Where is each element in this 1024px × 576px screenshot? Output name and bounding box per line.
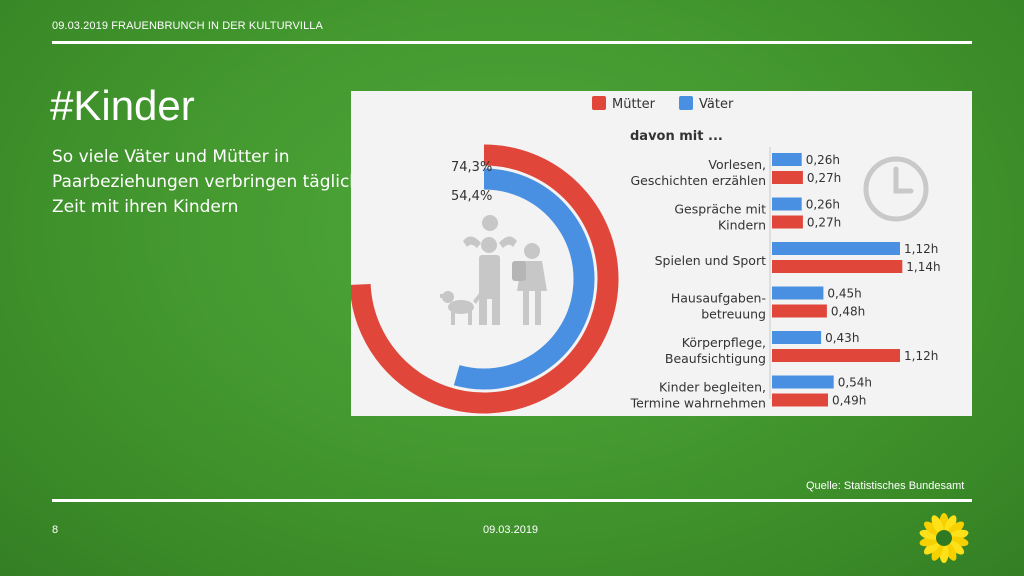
- bar-value-label: 1,12h: [904, 349, 938, 363]
- bar-mothers: [772, 304, 827, 318]
- bar-fathers: [772, 331, 822, 344]
- bar-mothers: [772, 171, 803, 184]
- bar-value-label: 0,43h: [825, 331, 859, 345]
- category-label: Kindern: [718, 218, 766, 233]
- bar-value-label: 1,14h: [906, 260, 940, 274]
- bar-value-label: 0,48h: [831, 305, 865, 319]
- header-divider: [52, 41, 972, 44]
- legend-swatch-fathers: [679, 96, 693, 110]
- infographic-panel: Mütter Väter davon mit ... 74,3% 54,4%: [351, 91, 972, 416]
- legend-swatch-mothers: [592, 96, 606, 110]
- bar-fathers: [772, 286, 824, 300]
- family-icon: [463, 215, 547, 325]
- category-label: betreuung: [701, 307, 766, 322]
- slide-subtitle: So viele Väter und Mütter in Paarbeziehu…: [52, 147, 361, 217]
- category-label: Kinder begleiten,: [659, 380, 766, 395]
- bar-value-label: 0,27h: [807, 171, 841, 185]
- slide-title: #Kinder: [50, 82, 195, 129]
- bar-value-label: 0,54h: [838, 376, 872, 390]
- bar-fathers: [772, 375, 834, 389]
- ring-chart: [351, 144, 619, 414]
- category-label: Gespräche mit: [674, 202, 766, 217]
- bar-value-label: 0,49h: [832, 394, 866, 408]
- category-label: Körperpflege,: [682, 335, 766, 350]
- ring-label-fathers: 54,4%: [451, 189, 492, 204]
- bar-mothers: [772, 215, 803, 229]
- category-label: Vorlesen,: [708, 157, 766, 172]
- category-label: Spielen und Sport: [655, 253, 767, 268]
- bar-value-label: 1,12h: [904, 242, 938, 256]
- bar-value-label: 0,26h: [806, 198, 840, 212]
- bar-value-label: 0,27h: [807, 216, 841, 230]
- ring-label-mothers: 74,3%: [451, 160, 492, 175]
- page-number: 8: [52, 524, 59, 536]
- legend-label-fathers: Väter: [699, 97, 734, 112]
- ring-arc-mothers: [351, 144, 619, 414]
- sunflower-logo-icon: [919, 513, 969, 563]
- bar-mothers: [772, 260, 903, 273]
- bar-fathers: [772, 197, 802, 211]
- footer-date: 09.03.2019: [483, 524, 539, 536]
- category-label: Beaufsichtigung: [665, 351, 766, 366]
- category-label: Geschichten erzählen: [631, 173, 767, 188]
- category-label: Termine wahrnehmen: [630, 396, 766, 411]
- footer-divider: [52, 499, 972, 502]
- bar-value-label: 0,45h: [827, 287, 861, 301]
- dog-icon: [440, 291, 483, 325]
- bar-mothers: [772, 349, 900, 362]
- bar-mothers: [772, 393, 828, 407]
- bar-fathers: [772, 153, 802, 166]
- bar-fathers: [772, 242, 900, 255]
- bar-chart-title: davon mit ...: [630, 129, 723, 144]
- bar-chart: Vorlesen,Geschichten erzählen 0,26h 0,27h G…: [630, 153, 941, 411]
- legend-label-mothers: Mütter: [612, 97, 656, 112]
- infographic-chart: Mütter Väter davon mit ... 74,3% 54,4%: [351, 96, 941, 414]
- clock-icon: [863, 156, 929, 222]
- bar-value-label: 0,26h: [806, 153, 840, 167]
- category-label: Hausaufgaben-: [671, 291, 766, 306]
- ring-arc-fathers: [453, 168, 595, 390]
- header-topline: 09.03.2019 FRAUENBRUNCH IN DER KULTURVIL…: [52, 20, 323, 32]
- source-note: Quelle: Statistisches Bundesamt: [806, 480, 965, 492]
